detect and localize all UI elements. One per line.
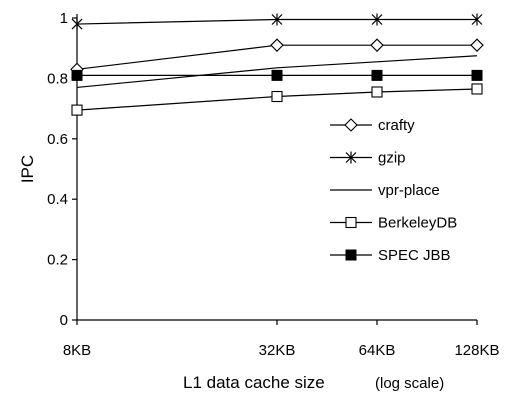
data-point-spec-jbb — [371, 69, 383, 81]
x-tick-label: 64KB — [359, 342, 396, 359]
series-group — [70, 13, 484, 116]
legend-item-berkeleydb: BerkeleyDB — [330, 215, 457, 232]
legend-label: crafty — [378, 117, 415, 134]
data-point-spec-jbb — [71, 69, 83, 81]
data-point-berkeleydb — [71, 104, 83, 116]
y-tick-label: 0.8 — [47, 70, 68, 87]
x-tick-label: 128KB — [454, 342, 499, 359]
legend-item-crafty: crafty — [330, 117, 415, 134]
data-point-spec-jbb — [471, 69, 483, 81]
data-point-crafty — [370, 38, 384, 52]
legend-marker-spec-jbb — [345, 249, 357, 261]
data-point-berkeleydb — [371, 86, 383, 98]
data-point-crafty — [470, 38, 484, 52]
series-gzip — [71, 13, 483, 31]
x-axis-ticks: 8KB 32KB 64KB 128KB — [63, 320, 500, 359]
x-axis-label: L1 data cache size — [183, 373, 325, 392]
legend-marker-gzip — [345, 151, 357, 164]
data-point-gzip — [71, 18, 83, 31]
data-point-crafty — [270, 38, 284, 52]
data-point-berkeleydb — [271, 90, 283, 103]
legend-label: SPEC JBB — [378, 247, 451, 264]
series-berkeleydb — [71, 83, 483, 116]
data-point-gzip — [471, 13, 483, 26]
legend-label: BerkeleyDB — [378, 215, 457, 232]
data-point-berkeleydb — [471, 83, 483, 95]
data-point-spec-jbb — [271, 69, 283, 81]
legend-label: vpr-place — [378, 182, 440, 199]
y-axis-ticks: 0 0.2 0.4 0.6 0.8 1 — [47, 10, 77, 329]
y-tick-label: 0.2 — [47, 252, 68, 269]
series-spec-jbb — [71, 69, 483, 81]
y-axis-label: IPC — [18, 155, 37, 183]
y-tick-label: 1 — [60, 10, 68, 27]
legend-item-vpr-place: vpr-place — [330, 182, 440, 199]
y-tick-label: 0 — [60, 312, 68, 329]
legend-marker-crafty — [344, 118, 358, 132]
legend-marker-berkeleydb — [345, 216, 357, 229]
series-line-berkeleydb — [76, 88, 478, 111]
y-tick-label: 0.4 — [47, 191, 68, 208]
legend-item-gzip: gzip — [330, 150, 406, 167]
series-line-gzip — [76, 18, 477, 25]
data-point-gzip — [271, 13, 283, 26]
legend-item-spec-jbb: SPEC JBB — [330, 247, 451, 264]
series-vpr-place — [76, 55, 478, 89]
series-line-vpr-place — [76, 55, 478, 89]
x-tick-label: 8KB — [63, 342, 91, 359]
data-point-gzip — [371, 13, 383, 26]
x-axis-scale-note: (log scale) — [375, 375, 444, 392]
legend: crafty gzip vpr-place BerkeleyDB SPEC JBB — [330, 117, 457, 264]
y-tick-label: 0.6 — [47, 131, 68, 148]
legend-label: gzip — [378, 150, 406, 167]
series-line-crafty — [76, 44, 477, 70]
x-tick-label: 32KB — [259, 342, 296, 359]
